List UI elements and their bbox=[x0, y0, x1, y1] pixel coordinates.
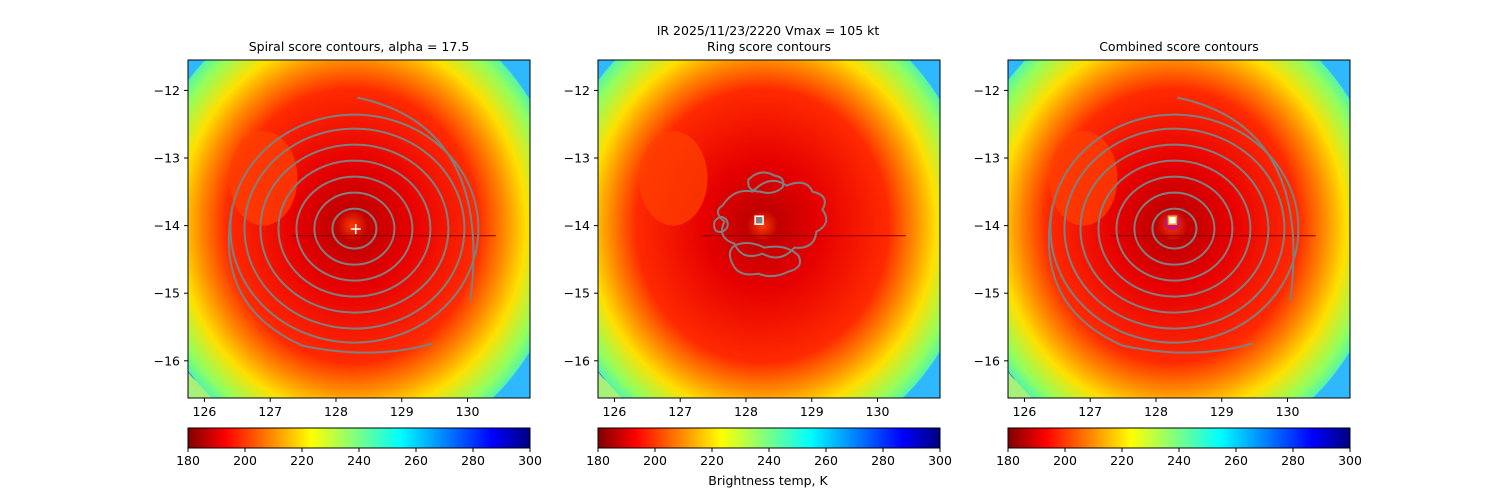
spiral-contour-4 bbox=[277, 159, 432, 298]
center-square-marker bbox=[1167, 215, 1178, 225]
y-tick-label: −13 bbox=[154, 151, 180, 166]
spiral-contour-7 bbox=[1049, 113, 1300, 344]
score-contours bbox=[1047, 96, 1300, 354]
colorbar-tick-label: 300 bbox=[518, 453, 542, 468]
y-tick-label: −16 bbox=[154, 353, 180, 368]
x-tick-label: 128 bbox=[1144, 404, 1168, 419]
panel-1: Spiral score contours, alpha = 17.5 126 12… bbox=[154, 39, 542, 468]
ring-contour-2 bbox=[747, 171, 785, 194]
x-tick-label: 129 bbox=[800, 404, 824, 419]
colorbar-tick-label: 180 bbox=[996, 453, 1020, 468]
eye bbox=[336, 209, 369, 242]
colorbar bbox=[187, 427, 531, 449]
colorbar bbox=[597, 427, 941, 449]
y-tick-label: −15 bbox=[564, 286, 590, 301]
spiral-arm-contour bbox=[227, 96, 475, 354]
colorbar-tick-label: 300 bbox=[928, 453, 952, 468]
ring-contour-1 bbox=[716, 179, 828, 259]
y-tick-label: −16 bbox=[974, 353, 1000, 368]
convective-band bbox=[639, 130, 708, 226]
panel-title: Combined score contours bbox=[1099, 39, 1259, 54]
colorbar-tick-label: 220 bbox=[700, 453, 724, 468]
y-tick-label: −14 bbox=[564, 218, 590, 233]
x-tick-label: 130 bbox=[866, 404, 890, 419]
y-tick-label: −15 bbox=[974, 286, 1000, 301]
brightness-temp-image bbox=[598, 60, 940, 398]
x-tick-label: 128 bbox=[324, 404, 348, 419]
colorbar-tick-label: 280 bbox=[1281, 453, 1305, 468]
colorbar-tick-label: 240 bbox=[757, 453, 781, 468]
colorbar-tick-label: 180 bbox=[176, 453, 200, 468]
score-contours bbox=[227, 96, 480, 354]
colorbar-tick-label: 240 bbox=[347, 453, 371, 468]
spiral-contour-6 bbox=[243, 127, 466, 330]
colorbar bbox=[1007, 427, 1351, 449]
y-tick-label: −16 bbox=[564, 353, 590, 368]
colorbar-tick-label: 280 bbox=[461, 453, 485, 468]
colorbar-tick-label: 300 bbox=[1338, 453, 1362, 468]
colorbar-tick-label: 260 bbox=[814, 453, 838, 468]
spiral-contour-7 bbox=[229, 113, 480, 344]
y-tick-label: −13 bbox=[564, 151, 590, 166]
score-contours bbox=[713, 171, 828, 278]
x-tick-label: 127 bbox=[668, 404, 692, 419]
spiral-contour-4 bbox=[1097, 159, 1252, 298]
spiral-arm-contour bbox=[1047, 96, 1295, 354]
colorbar-tick-label: 200 bbox=[1053, 453, 1077, 468]
colorbar-tick-label: 220 bbox=[1110, 453, 1134, 468]
y-tick-label: −13 bbox=[974, 151, 1000, 166]
center-square-marker bbox=[754, 215, 764, 225]
spiral-contour-2 bbox=[1133, 191, 1216, 266]
eye bbox=[746, 209, 779, 242]
spiral-contour-5 bbox=[259, 143, 450, 314]
colorbar-tick-label: 260 bbox=[404, 453, 428, 468]
panel-title: Ring score contours bbox=[707, 39, 831, 54]
ring-contour-4 bbox=[713, 216, 729, 233]
axes-frame bbox=[1007, 59, 1351, 399]
spiral-contour-3 bbox=[1115, 175, 1234, 282]
x-tick-label: 126 bbox=[1013, 404, 1037, 419]
colorbar-tick-label: 280 bbox=[871, 453, 895, 468]
y-tick-label: −12 bbox=[974, 83, 1000, 98]
y-tick-label: −15 bbox=[154, 286, 180, 301]
center-plus-marker bbox=[350, 224, 361, 234]
colorbar-tick-label: 200 bbox=[233, 453, 257, 468]
colorbar-tick-label: 180 bbox=[586, 453, 610, 468]
brightness-temp-image bbox=[188, 60, 530, 398]
spiral-contour-6 bbox=[1063, 127, 1286, 330]
colorbar-tick-label: 260 bbox=[1224, 453, 1248, 468]
colorbar-label: Brightness temp, K bbox=[708, 473, 828, 488]
spiral-contour-1 bbox=[1151, 207, 1198, 250]
colorbar-tick-label: 200 bbox=[643, 453, 667, 468]
colorbar-tick-label: 220 bbox=[290, 453, 314, 468]
y-tick-label: −12 bbox=[154, 83, 180, 98]
x-tick-label: 129 bbox=[390, 404, 414, 419]
y-tick-label: −12 bbox=[564, 83, 590, 98]
spiral-contour-2 bbox=[313, 191, 396, 266]
figure-suptitle: IR 2025/11/23/2220 Vmax = 105 kt bbox=[657, 23, 880, 38]
x-tick-label: 126 bbox=[603, 404, 627, 419]
panels: Spiral score contours, alpha = 17.5 126 12… bbox=[154, 39, 1362, 468]
axes-frame bbox=[597, 59, 941, 399]
spiral-contour-3 bbox=[295, 175, 414, 282]
panel-title: Spiral score contours, alpha = 17.5 bbox=[249, 39, 470, 54]
x-tick-label: 128 bbox=[734, 404, 758, 419]
ring-contour-3 bbox=[728, 242, 802, 278]
spiral-contour-1 bbox=[331, 207, 378, 250]
panel-3: Combined score contours 126 127 128 129 130 −1… bbox=[974, 39, 1362, 468]
y-tick-label: −14 bbox=[974, 218, 1000, 233]
x-tick-label: 130 bbox=[1276, 404, 1300, 419]
x-tick-label: 129 bbox=[1210, 404, 1234, 419]
x-tick-label: 126 bbox=[193, 404, 217, 419]
axes-frame bbox=[187, 59, 531, 399]
x-tick-label: 127 bbox=[1078, 404, 1102, 419]
x-tick-label: 130 bbox=[456, 404, 480, 419]
x-tick-label: 127 bbox=[258, 404, 282, 419]
panel-2: Ring score contours 126 127 128 129 130 −12 −13… bbox=[564, 39, 952, 468]
spiral-contour-5 bbox=[1079, 143, 1270, 314]
colorbar-tick-label: 240 bbox=[1167, 453, 1191, 468]
y-tick-label: −14 bbox=[154, 218, 180, 233]
